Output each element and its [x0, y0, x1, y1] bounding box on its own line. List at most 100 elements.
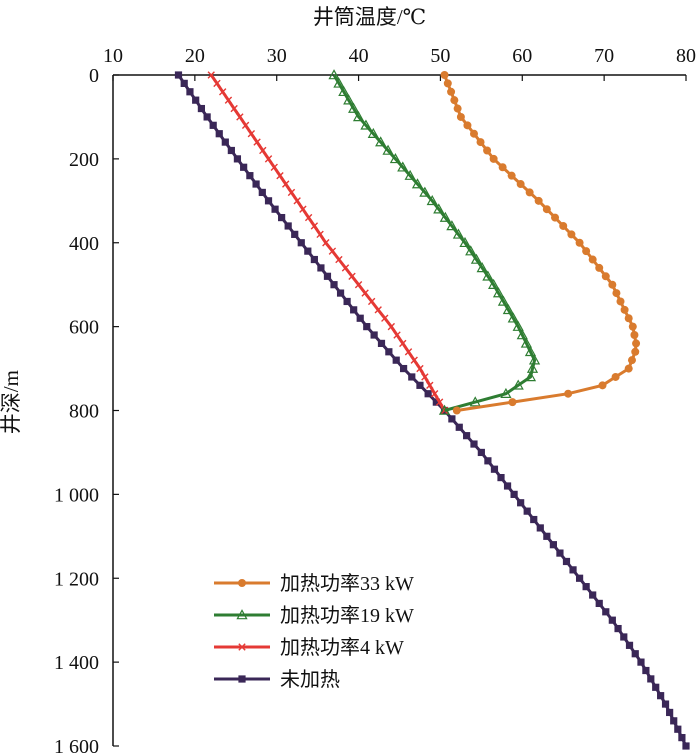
data-point: [350, 306, 358, 314]
data-point: [416, 381, 424, 389]
data-point: [291, 230, 299, 238]
data-point: [503, 482, 512, 490]
data-point: [389, 153, 402, 164]
data-point: [367, 127, 379, 138]
data-point: [438, 404, 451, 415]
series-加热功率4-kW: [207, 71, 449, 415]
data-point: [426, 381, 434, 390]
data-point: [598, 381, 607, 390]
data-point: [476, 262, 488, 273]
data-point: [293, 197, 301, 205]
data-point: [507, 171, 516, 180]
data-point: [392, 356, 400, 364]
data-point: [631, 650, 639, 658]
data-point: [352, 111, 365, 122]
data-point: [361, 289, 369, 297]
data-point: [341, 264, 350, 272]
legend-marker: [238, 643, 246, 651]
data-point: [343, 94, 355, 105]
data-point: [674, 725, 682, 733]
data-point: [348, 272, 356, 280]
data-point: [233, 155, 242, 163]
data-point: [489, 154, 498, 163]
data-point: [174, 71, 183, 79]
x-tick-label: 20: [185, 45, 205, 67]
data-point: [348, 102, 360, 113]
data-point: [523, 507, 531, 515]
data-point: [484, 457, 492, 465]
data-point: [338, 85, 350, 97]
data-point: [595, 599, 603, 608]
data-point: [336, 289, 345, 297]
data-point: [543, 532, 551, 540]
data-point: [443, 79, 452, 88]
data-point: [528, 354, 541, 365]
data-point: [377, 339, 386, 347]
data-point: [317, 264, 325, 272]
data-point: [252, 180, 260, 188]
x-tick-label: 80: [676, 45, 696, 67]
data-point: [637, 658, 645, 666]
data-point: [647, 675, 655, 683]
data-point: [582, 583, 590, 591]
data-point: [459, 236, 471, 248]
data-point: [209, 121, 217, 129]
data-point: [258, 188, 266, 197]
data-point: [682, 742, 690, 750]
data-point: [297, 239, 305, 247]
data-point: [482, 270, 494, 281]
data-point: [411, 178, 424, 189]
data-point: [476, 138, 485, 147]
series-line: [332, 74, 537, 412]
y-tick-label: 200: [69, 149, 99, 171]
data-point: [227, 146, 235, 155]
x-tick-label: 70: [594, 45, 614, 67]
y-tick-label: 1 600: [54, 736, 99, 754]
data-point: [525, 188, 534, 197]
data-point: [534, 196, 543, 205]
data-point: [271, 205, 279, 213]
legend-label: 加热功率4 kW: [280, 636, 404, 659]
data-point: [455, 423, 463, 431]
data-point: [399, 364, 408, 373]
data-point: [470, 440, 478, 448]
data-point: [530, 515, 538, 524]
data-point: [374, 306, 382, 314]
data-point: [215, 130, 223, 138]
data-point: [246, 172, 254, 180]
x-tick-label: 30: [267, 45, 287, 67]
data-point: [192, 96, 200, 104]
data-point: [512, 320, 524, 331]
data-point: [304, 213, 313, 222]
series-加热功率19-kW: [328, 69, 541, 415]
data-point: [310, 255, 318, 264]
data-point: [287, 188, 296, 197]
data-point: [463, 121, 472, 130]
y-tick-label: 0: [89, 65, 99, 87]
data-point: [631, 347, 640, 356]
data-point: [381, 314, 389, 322]
data-point: [575, 574, 584, 582]
data-point: [465, 245, 477, 256]
data-point: [524, 371, 537, 382]
data-point: [575, 238, 584, 247]
data-point: [433, 203, 445, 214]
data-point: [490, 465, 499, 473]
data-point: [450, 96, 459, 105]
data-point: [360, 119, 372, 130]
data-point: [363, 323, 371, 331]
data-point: [397, 161, 409, 172]
data-point: [488, 278, 500, 289]
data-point: [556, 549, 564, 557]
data-point: [516, 180, 525, 189]
data-point: [520, 337, 532, 348]
data-point: [627, 356, 636, 365]
data-point: [367, 297, 376, 306]
data-point: [624, 364, 633, 373]
y-tick-label: 1 400: [54, 652, 99, 674]
data-point: [453, 104, 462, 113]
data-point: [470, 253, 483, 264]
legend-marker: [236, 609, 248, 620]
